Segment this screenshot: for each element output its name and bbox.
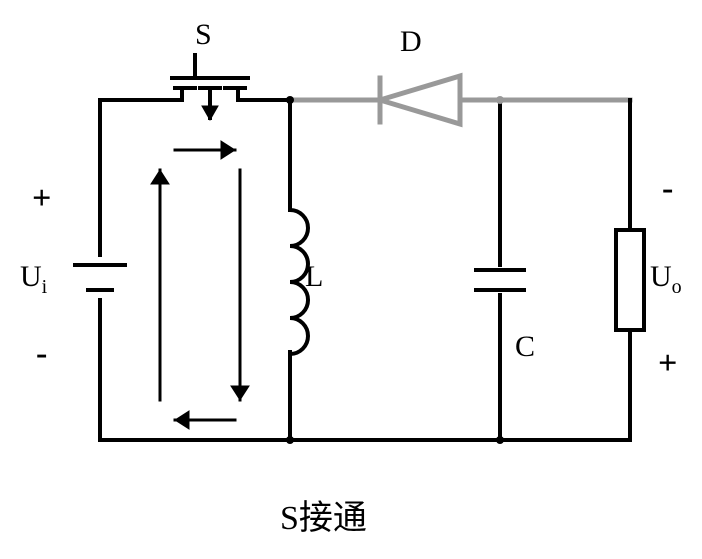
label-diode: D [400,25,422,59]
uo-sub: o [672,276,682,298]
uo-U: U [650,260,672,293]
ui-U: U [20,260,42,293]
ui-sub: i [42,276,48,298]
caption: S接通 [280,490,367,539]
label-inductor: L [305,260,323,294]
uo-minus-top: - [662,170,673,208]
uo-plus-bot: + [658,345,677,383]
ui-plus: + [32,180,51,218]
ui-minus: - [36,335,47,373]
uo-label: Uo [650,260,682,299]
ui-label: Ui [20,260,47,299]
circuit-svg [0,0,702,559]
label-switch: S [195,18,212,52]
label-capacitor: C [515,330,535,364]
